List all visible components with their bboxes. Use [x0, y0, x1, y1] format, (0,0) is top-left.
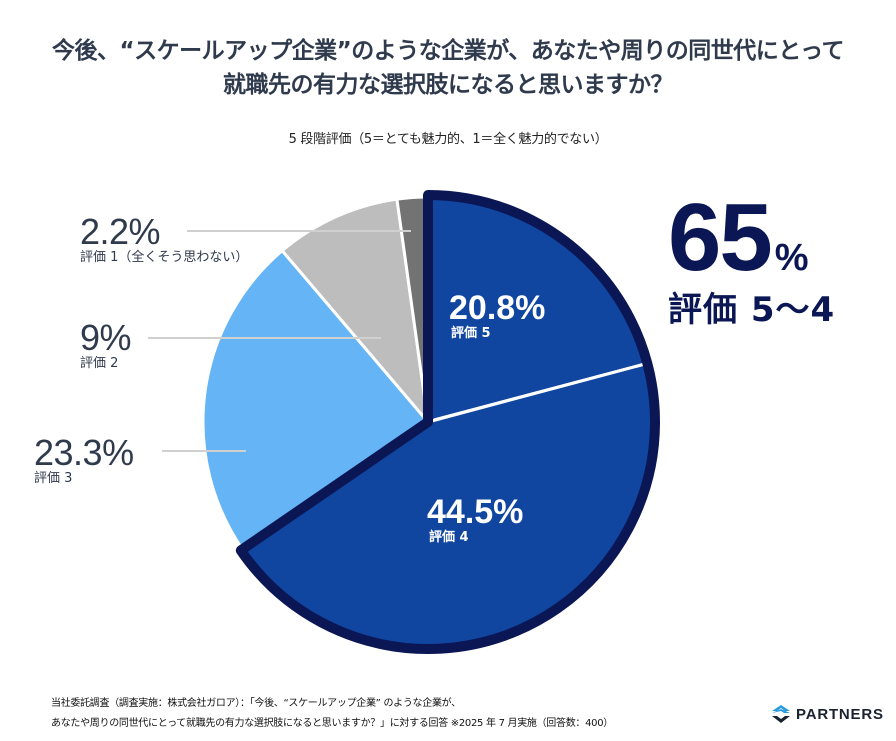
label-rating-2: 9% 評価 2: [80, 317, 132, 372]
label-rating-4-value: 44.5%: [427, 493, 524, 531]
label-rating-5-value: 20.8%: [449, 289, 546, 327]
partners-logo-icon: [772, 705, 790, 723]
highlight-unit: %: [774, 237, 809, 279]
pie-slice-rating-2: [280, 197, 430, 424]
label-rating-1: 2.2% 評価 1（全くそう思わない）: [80, 214, 248, 266]
slice-separator: [433, 363, 643, 422]
pie-slice-rating-3: [201, 249, 430, 551]
chart-title: 今後、“スケールアップ企業”のような企業が、あなたや周りの同世代にとって 就職先…: [0, 34, 896, 102]
label-rating-4: 44.5% 評価 4: [427, 495, 523, 547]
label-rating-2-category: 評価 2: [80, 356, 119, 371]
highlight-outline: [235, 190, 660, 654]
label-rating-4-category: 評価 4: [429, 530, 469, 545]
label-rating-2-value: 9%: [80, 317, 132, 358]
label-rating-5-category: 評価 5: [451, 326, 491, 341]
partners-logo: PARTNERS: [770, 703, 884, 725]
title-line-2: 就職先の有力な選択肢になると思いますか？: [223, 72, 674, 98]
highlight-total: 65% 評価 5〜4: [668, 188, 836, 331]
footnote: 当社委託調査（調査実施：株式会社ガロア）：「今後、“スケールアップ企業” のよう…: [51, 694, 613, 734]
highlight-value: 65: [668, 184, 773, 291]
label-rating-1-value: 2.2%: [80, 211, 161, 252]
chart-subtitle: 5 段階評価（5＝とても魅力的、1＝全く魅力的でない）: [288, 132, 608, 147]
footnote-line-1: 当社委託調査（調査実施：株式会社ガロア）：「今後、“スケールアップ企業” のよう…: [51, 698, 461, 709]
footnote-line-2: あなたや周りの同世代にとって就職先の有力な選択肢になると思いますか？」に対する回…: [51, 718, 613, 729]
label-rating-5: 20.8% 評価 5: [449, 291, 545, 343]
logo-text: PARTNERS: [796, 705, 884, 723]
label-rating-3-value: 23.3%: [34, 432, 134, 473]
label-rating-3-category: 評価 3: [34, 471, 73, 486]
label-rating-3: 23.3% 評価 3: [34, 435, 134, 487]
highlight-label: 評価 5〜4: [668, 290, 836, 330]
label-rating-1-category: 評価 1（全くそう思わない）: [80, 250, 249, 265]
title-line-1: 今後、“スケールアップ企業”のような企業が、あなたや周りの同世代にとって: [52, 38, 844, 64]
